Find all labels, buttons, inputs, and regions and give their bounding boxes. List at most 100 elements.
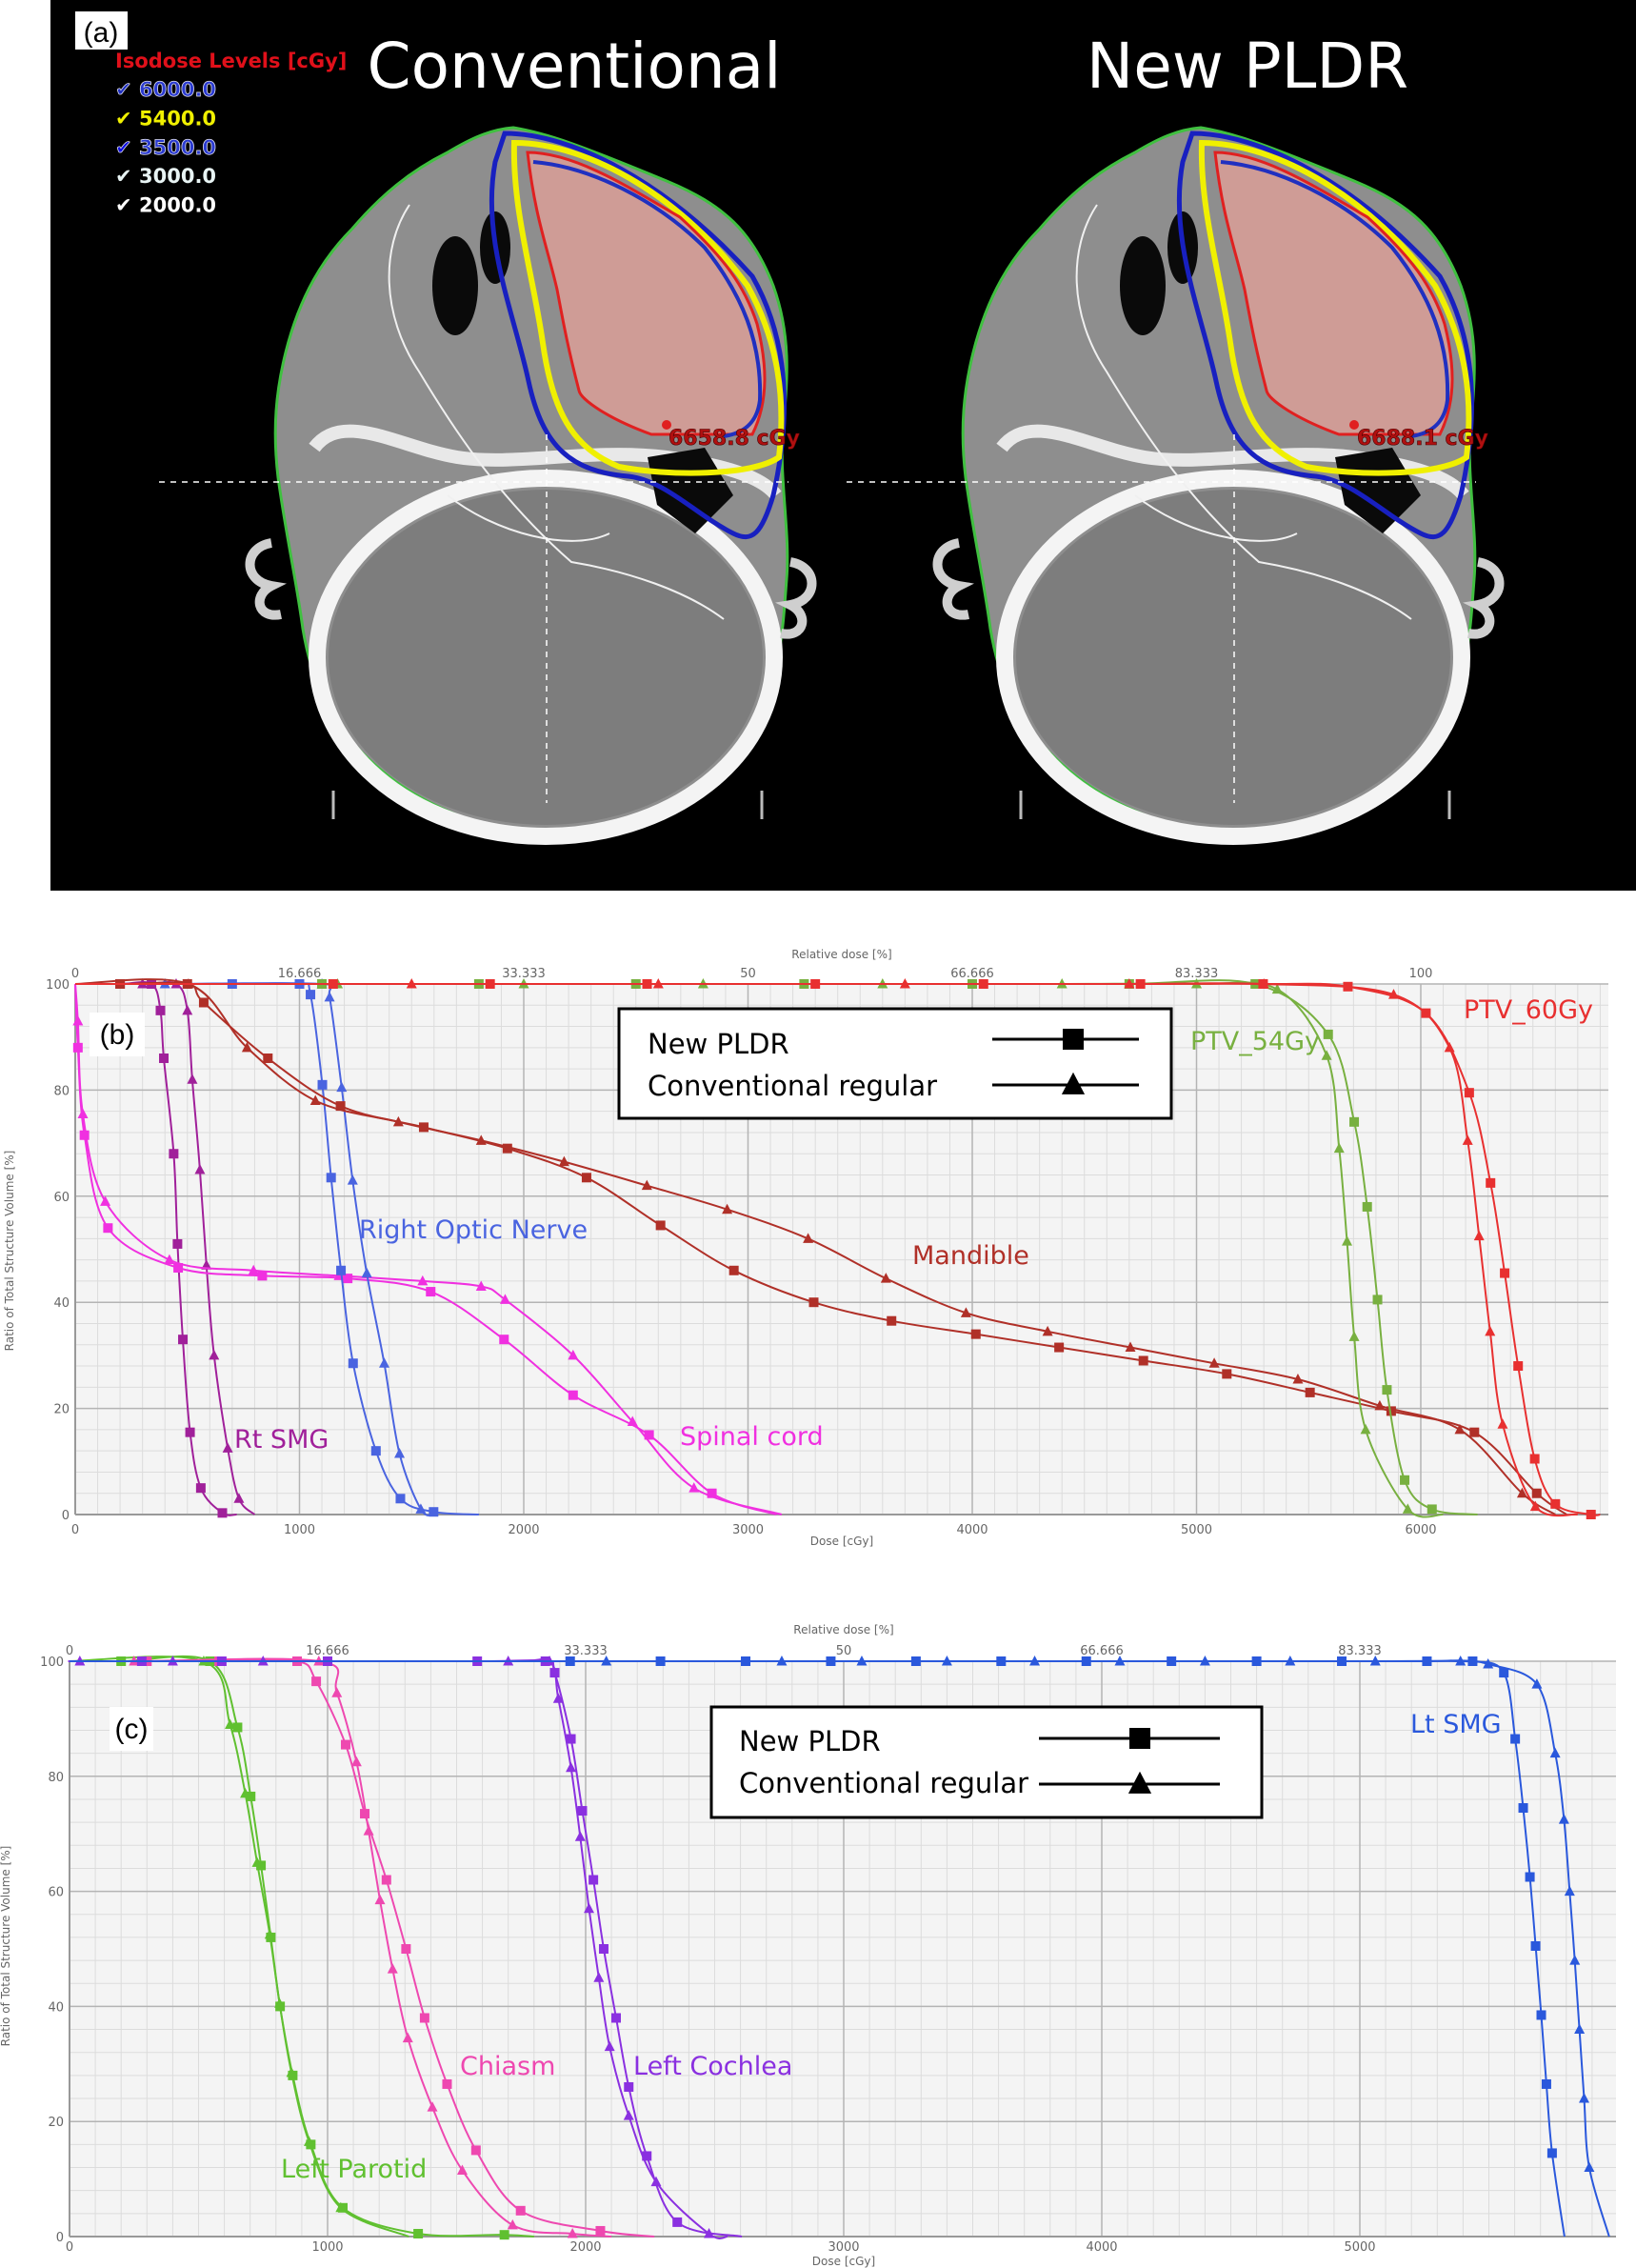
top-tick-label: 33.333 xyxy=(502,967,546,981)
data-point-triangle xyxy=(1321,1050,1332,1060)
data-point-square xyxy=(1081,1656,1091,1666)
data-point-square xyxy=(1531,1488,1542,1498)
x-axis-title: Dose [cGy] xyxy=(812,2255,875,2268)
data-point-square xyxy=(642,2151,652,2161)
data-point-triangle xyxy=(222,1442,233,1453)
x-tick-label: 2000 xyxy=(508,1523,539,1537)
dvh-curve-conventional xyxy=(68,1657,728,2239)
isodose-check-icon[interactable]: ✔ xyxy=(115,194,132,217)
data-point-triangle xyxy=(274,1997,286,2008)
curve-label: Lt SMG xyxy=(1410,1710,1502,1739)
isodose-check-icon[interactable]: ✔ xyxy=(115,165,132,188)
y-tick-label: 80 xyxy=(53,1084,70,1098)
data-point-square xyxy=(246,1791,256,1801)
top-tick-label: 16.666 xyxy=(278,967,322,981)
dvh-curve-conventional xyxy=(70,1657,612,2238)
data-point-square xyxy=(1349,1116,1360,1127)
data-point-square xyxy=(227,979,237,989)
data-point-square xyxy=(1258,979,1268,989)
data-point-triangle xyxy=(1564,1885,1575,1897)
isodose-check-icon[interactable]: ✔ xyxy=(115,135,132,159)
data-point-triangle xyxy=(856,1656,868,1666)
top-axis-title: Relative dose [%] xyxy=(791,948,891,961)
data-point-square xyxy=(1222,1369,1232,1379)
data-point-square xyxy=(288,2070,298,2080)
data-point-triangle xyxy=(324,991,335,1002)
data-point-square xyxy=(263,1053,273,1063)
data-point-triangle xyxy=(1029,1656,1041,1666)
isodose-level-value: 3000.0 xyxy=(139,165,216,188)
data-point-triangle xyxy=(1569,1955,1581,1965)
data-point-square xyxy=(996,1656,1007,1666)
data-point-triangle xyxy=(333,1270,345,1280)
legend-label-new-pldr: New PLDR xyxy=(739,1725,881,1757)
data-point-square xyxy=(1250,979,1261,989)
curve-label: PTV_54Gy xyxy=(1190,1027,1320,1056)
legend-square-marker-icon xyxy=(1063,1029,1084,1050)
data-point-square xyxy=(142,1656,152,1666)
data-point-square xyxy=(808,1297,819,1308)
data-point-square xyxy=(336,1265,347,1275)
data-point-triangle xyxy=(406,978,417,989)
data-point-triangle xyxy=(558,1155,569,1167)
y-tick-label: 20 xyxy=(48,2116,64,2130)
data-point-triangle xyxy=(1191,978,1202,989)
legend: New PLDR Conventional regular xyxy=(709,1705,1264,1819)
data-point-square xyxy=(136,1656,147,1666)
top-tick-label: 66.666 xyxy=(950,967,994,981)
data-point-triangle xyxy=(350,1756,362,1767)
data-point-square xyxy=(328,979,338,989)
data-point-triangle xyxy=(567,2227,578,2238)
dvh-curve-conventional xyxy=(74,978,1556,1515)
dvh-curve-new-pldr xyxy=(70,1659,1566,2238)
data-point-triangle xyxy=(402,2032,413,2043)
structure-chiasm xyxy=(70,1656,655,2238)
x-tick-label: 0 xyxy=(71,1523,79,1537)
isodose-check-icon[interactable]: ✔ xyxy=(115,78,132,102)
x-axis-title: Dose [cGy] xyxy=(810,1535,873,1548)
data-point-square xyxy=(655,1220,666,1231)
data-point-triangle xyxy=(456,2164,468,2176)
data-point-triangle xyxy=(1388,989,1400,999)
data-point-triangle xyxy=(361,1267,372,1278)
data-point-square xyxy=(1382,1385,1392,1395)
dvh-curve-conventional xyxy=(74,981,435,1516)
data-point-square xyxy=(655,1656,666,1666)
y-tick-label: 40 xyxy=(53,1296,70,1311)
data-point-square xyxy=(395,1494,406,1504)
data-point-square xyxy=(1464,1088,1474,1098)
data-point-triangle xyxy=(374,1894,386,1905)
plot-area xyxy=(70,1661,1616,2237)
data-point-square xyxy=(470,2145,481,2156)
data-point-square xyxy=(568,1390,578,1400)
data-point-triangle xyxy=(544,1656,555,1666)
data-point-triangle xyxy=(394,1447,406,1458)
dvh-curve-conventional xyxy=(74,980,256,1515)
data-point-triangle xyxy=(1333,1142,1345,1154)
data-point-square xyxy=(502,1143,512,1154)
x-tick-label: 5000 xyxy=(1181,1523,1212,1537)
data-point-triangle xyxy=(240,1787,251,1798)
data-point-triangle xyxy=(1483,1658,1494,1669)
structure-rt-smg xyxy=(74,978,256,1518)
structure-ptv-54gy xyxy=(74,978,1478,1518)
data-point-square xyxy=(173,1262,184,1273)
data-point-triangle xyxy=(183,978,194,989)
data-point-square xyxy=(217,1508,228,1518)
data-point-triangle xyxy=(641,1179,652,1191)
title-conventional: Conventional xyxy=(368,30,782,103)
data-point-triangle xyxy=(1199,1656,1210,1666)
data-point-triangle xyxy=(1285,1656,1296,1666)
structure-mandible xyxy=(74,978,1567,1515)
data-point-triangle xyxy=(182,1004,193,1015)
data-point-triangle xyxy=(1531,1678,1543,1689)
data-point-triangle xyxy=(415,1503,427,1514)
data-point-triangle xyxy=(1348,1331,1360,1341)
panel-tag-a: (a) xyxy=(84,17,119,49)
data-point-triangle xyxy=(1454,1423,1466,1435)
max-dose-label-new-pldr: 6688.1 cGy xyxy=(1357,427,1488,451)
data-point-square xyxy=(326,1173,336,1183)
data-point-triangle xyxy=(251,1857,263,1867)
isodose-check-icon[interactable]: ✔ xyxy=(115,107,132,130)
